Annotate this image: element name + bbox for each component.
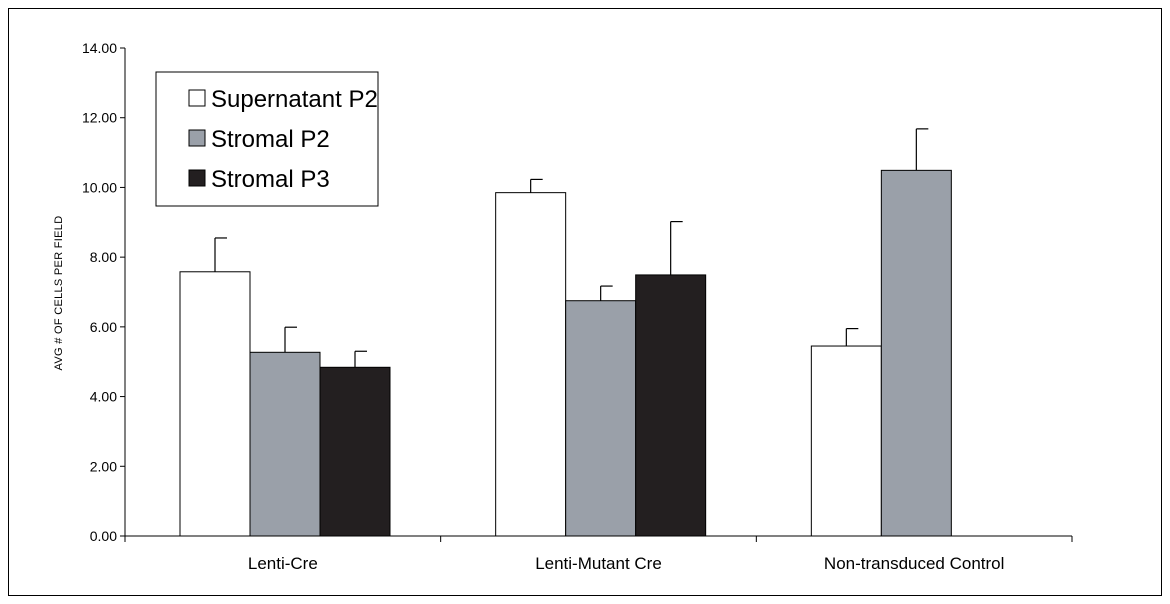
bar xyxy=(810,345,882,537)
x-category-label: Lenti-Cre xyxy=(248,554,318,573)
bar xyxy=(249,351,321,537)
y-tick-label: 14.00 xyxy=(82,40,117,56)
y-tick-label: 4.00 xyxy=(90,389,117,405)
bar xyxy=(319,366,391,537)
legend-swatch xyxy=(188,169,206,187)
y-axis-title-group: AVG # OF CELLS PER FIELD xyxy=(53,216,65,371)
legend-swatch xyxy=(188,89,206,107)
y-tick-label: 0.00 xyxy=(90,528,117,544)
x-category-label: Lenti-Mutant Cre xyxy=(535,554,662,573)
y-tick-label: 6.00 xyxy=(90,319,117,335)
bar xyxy=(635,274,707,537)
y-tick-label: 8.00 xyxy=(90,249,117,265)
bar xyxy=(880,169,952,537)
legend-label: Stromal P3 xyxy=(211,166,330,193)
legend: Supernatant P2 Stromal P2 Stromal P3 xyxy=(155,71,379,207)
legend-swatch xyxy=(188,129,206,147)
legend-label: Supernatant P2 xyxy=(211,86,378,113)
y-axis-title: AVG # OF CELLS PER FIELD xyxy=(53,216,65,371)
bar xyxy=(565,300,637,537)
bars xyxy=(179,128,952,537)
y-tick-label: 10.00 xyxy=(82,179,117,195)
y-tick-label: 12.00 xyxy=(82,110,117,126)
legend-label: Stromal P2 xyxy=(211,126,330,153)
x-category-label: Non-transduced Control xyxy=(824,554,1004,573)
bar xyxy=(495,192,567,537)
y-tick-label: 2.00 xyxy=(90,458,117,474)
bar xyxy=(179,271,251,537)
